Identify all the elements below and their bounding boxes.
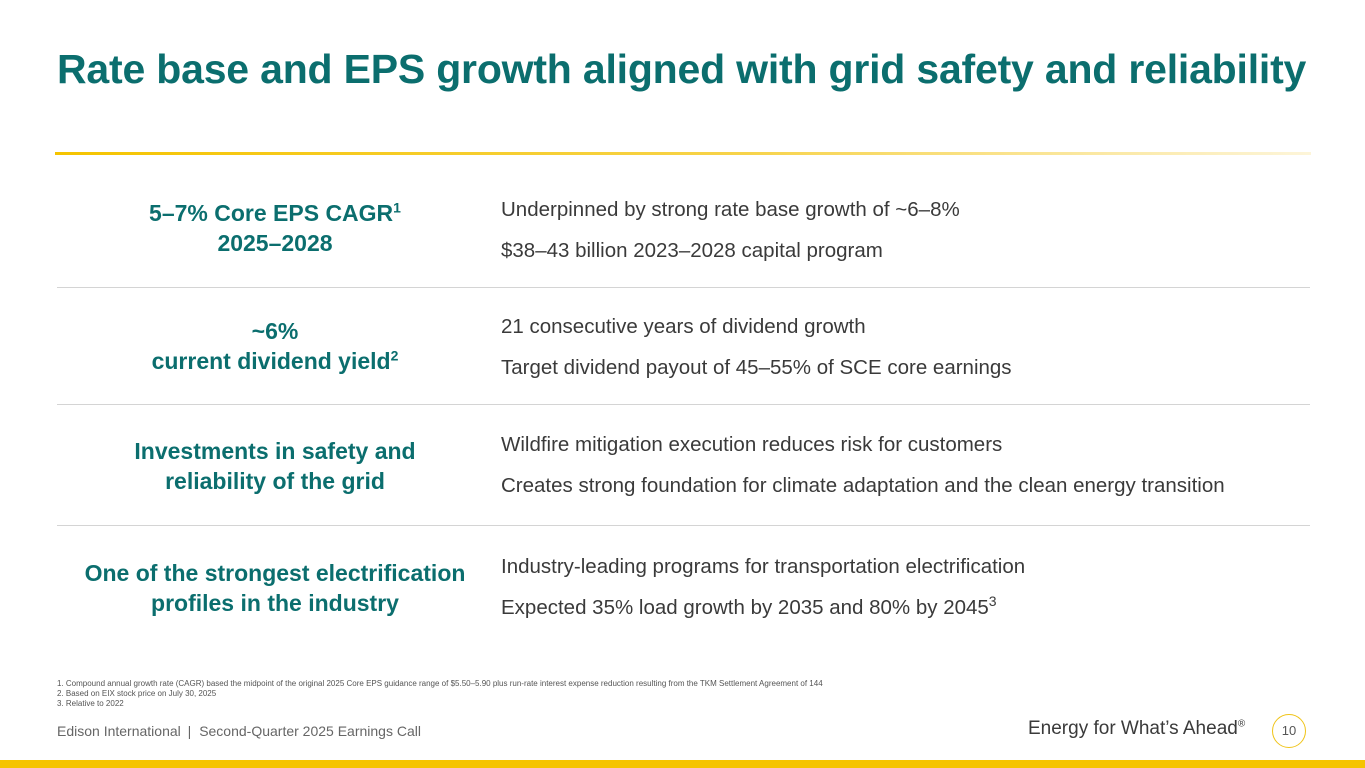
row-divider (57, 525, 1310, 526)
highlight-point: Industry-leading programs for transporta… (501, 555, 1026, 578)
footnote: 3. Relative to 2022 (57, 699, 124, 708)
footer-company: Edison International (57, 723, 181, 739)
footer-separator: | (187, 723, 192, 739)
footnote: 2. Based on EIX stock price on July 30, … (57, 689, 217, 698)
row-divider (57, 404, 1310, 405)
highlight-heading: 5–7% Core EPS CAGR1 2025–2028 (57, 198, 493, 258)
row-divider (57, 287, 1310, 288)
highlight-row: Investments in safety and reliability of… (57, 431, 1310, 516)
footnote-marker: 3 (988, 593, 997, 610)
highlight-heading-line: 2025–2028 (217, 230, 333, 256)
highlight-point: Creates strong foundation for climate ad… (501, 474, 1225, 497)
highlight-heading-line: Investments in safety and (134, 438, 416, 464)
footer-event: Second-Quarter 2025 Earnings Call (199, 723, 421, 739)
highlight-point: 21 consecutive years of dividend growth (501, 315, 866, 338)
highlight-point: Target dividend payout of 45–55% of SCE … (501, 356, 1012, 379)
highlight-point: Expected 35% load growth by 2035 and 80%… (501, 596, 989, 619)
highlight-point: Underpinned by strong rate base growth o… (501, 198, 960, 221)
highlight-points: 21 consecutive years of dividend growth … (501, 313, 1321, 395)
highlight-heading-line: reliability of the grid (165, 468, 385, 494)
highlight-heading: Investments in safety and reliability of… (57, 436, 493, 496)
highlight-points: Industry-leading programs for transporta… (501, 553, 1321, 635)
highlight-heading: ~6% current dividend yield2 (57, 316, 493, 376)
highlight-points: Underpinned by strong rate base growth o… (501, 196, 1321, 278)
slide-title: Rate base and EPS growth aligned with gr… (57, 46, 1307, 92)
highlight-heading: One of the strongest electrification pro… (57, 558, 493, 618)
footer-source: Edison International | Second-Quarter 20… (57, 723, 421, 739)
highlight-heading-line: profiles in the industry (151, 590, 399, 616)
footnote-marker: 2 (390, 347, 399, 364)
highlight-heading-line: One of the strongest electrification (84, 560, 466, 586)
footnote: 1. Compound annual growth rate (CAGR) ba… (57, 679, 823, 688)
bottom-accent-bar (0, 760, 1365, 768)
highlight-point: Wildfire mitigation execution reduces ri… (501, 433, 1003, 456)
tagline-text: Energy for What’s Ahead (1028, 718, 1238, 739)
highlight-row: One of the strongest electrification pro… (57, 553, 1310, 638)
highlight-row: 5–7% Core EPS CAGR1 2025–2028 Underpinne… (57, 196, 1310, 276)
highlight-point: $38–43 billion 2023–2028 capital program (501, 239, 883, 262)
brand-tagline: Energy for What’s Ahead® (1028, 718, 1245, 740)
highlight-points: Wildfire mitigation execution reduces ri… (501, 431, 1321, 513)
page-number: 10 (1272, 714, 1306, 748)
title-underline (55, 152, 1311, 155)
registered-mark: ® (1237, 718, 1246, 730)
highlight-row: ~6% current dividend yield2 21 consecuti… (57, 313, 1310, 393)
footnotes: 1. Compound annual growth rate (CAGR) ba… (57, 679, 823, 709)
highlight-heading-line: current dividend yield (151, 348, 391, 374)
footnote-marker: 1 (393, 199, 401, 216)
highlight-heading-line: ~6% (251, 318, 299, 344)
highlight-heading-line: 5–7% Core EPS CAGR (149, 200, 394, 226)
